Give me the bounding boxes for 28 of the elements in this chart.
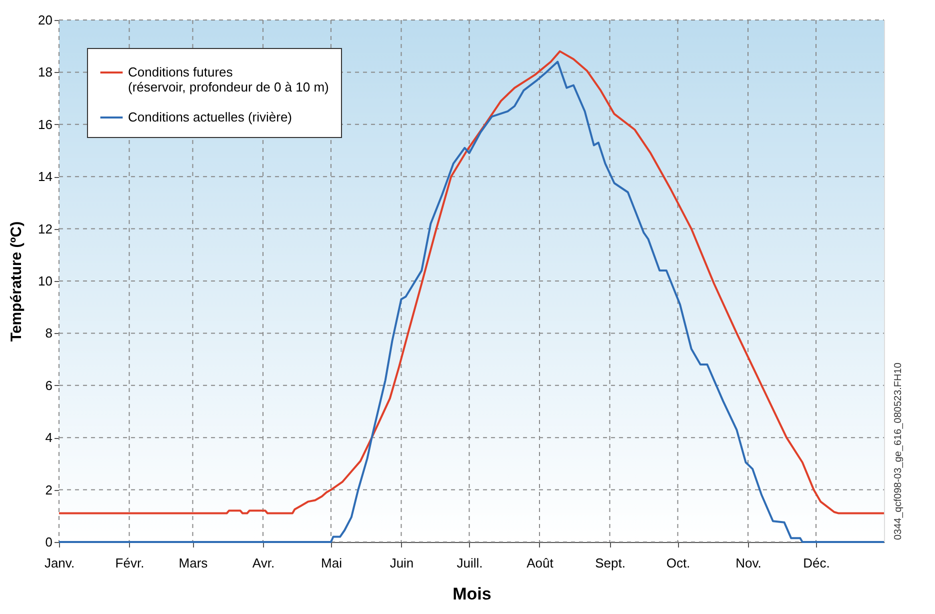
y-tick-label: 20 — [38, 12, 52, 28]
x-tick-label: Juill. — [456, 556, 483, 570]
x-tick-label: Sept. — [595, 556, 626, 570]
x-tick-label: Janv. — [44, 556, 75, 570]
legend-label: Conditions actuelles (rivière) — [128, 110, 292, 124]
y-tick-label: 8 — [45, 326, 52, 341]
y-tick-label: 0 — [45, 534, 52, 550]
x-tick-label: Mars — [178, 556, 208, 570]
y-tick-label: 10 — [38, 274, 52, 288]
y-tick-label: 12 — [38, 221, 52, 236]
y-tick-label: 2 — [45, 482, 52, 498]
legend-label: Conditions futures (réservoir, profondeur de 0 à 10 m) — [128, 64, 329, 94]
y-tick-label: 14 — [38, 169, 52, 184]
text: 0344_qcf098-03_ge_616_080523.FH10 — [893, 362, 904, 540]
y-tick-label: 18 — [38, 64, 52, 80]
y-tick-label: 6 — [45, 378, 52, 393]
x-tick-label: Mai — [321, 556, 342, 570]
x-tick-label: Juin — [390, 556, 414, 570]
y-axis-title: Température (ºC) — [8, 221, 26, 342]
x-tick-label: Oct. — [666, 556, 690, 570]
x-tick-label: Août — [526, 556, 554, 570]
x-tick-label: Déc. — [803, 556, 830, 570]
x-tick-label: Avr. — [252, 556, 275, 570]
x-tick-label: Févr. — [115, 556, 144, 570]
x-tick-label: Nov. — [736, 556, 762, 570]
y-tick-label: 16 — [38, 116, 52, 132]
y-tick-label: 4 — [45, 430, 52, 446]
x-axis-title: Mois — [452, 584, 492, 604]
